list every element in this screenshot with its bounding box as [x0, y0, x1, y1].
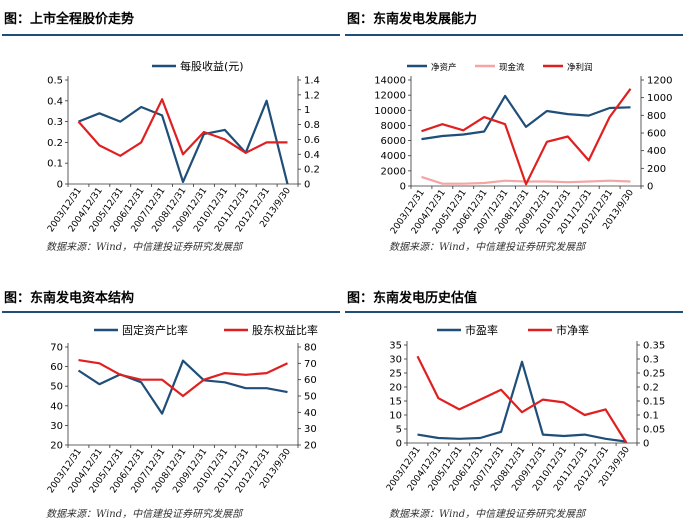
legend-label: 净利润: [567, 62, 593, 73]
left-tick-label: 20: [389, 383, 402, 394]
left-tick-label: 40: [50, 401, 63, 412]
left-tick-label: 15: [389, 397, 402, 408]
right-tick-label: 50: [304, 392, 317, 403]
right-tick-label: 1: [304, 105, 310, 116]
right-tick-label: 0.05: [643, 425, 665, 436]
right-tick-label: 0: [647, 182, 653, 193]
series-line: [77, 359, 288, 415]
right-tick-label: 0.8: [304, 120, 320, 131]
left-tick-label: 8000: [381, 121, 406, 132]
right-tick-label: 400: [647, 146, 666, 157]
chart-title: 图：上市全程股价走势: [4, 12, 135, 27]
right-tick-label: 1.4: [304, 76, 320, 87]
legend-label: 净资产: [431, 62, 457, 73]
right-tick-label: 0.1: [643, 411, 659, 422]
left-tick-label: 0.5: [47, 76, 63, 87]
chart-capital-structure: 203040506070203040506070802003/12/312004…: [46, 323, 318, 495]
title-rule: [2, 34, 340, 36]
right-tick-label: 0.4: [304, 150, 320, 161]
left-tick-label: 30: [389, 355, 402, 366]
right-tick-label: 30: [304, 424, 317, 435]
right-tick-label: 0.35: [643, 341, 665, 352]
right-tick-label: 0.15: [643, 397, 665, 408]
right-tick-label: 60: [304, 375, 317, 386]
source-note: 数据来源：Wind，中信建投证券研究发展部: [389, 509, 586, 520]
source-note: 数据来源：Wind，中信建投证券研究发展部: [46, 242, 243, 253]
panel-development: 图：东南发电发展能力 0 2000 4000 6000 8000 10000 12000 14…: [343, 0, 685, 262]
panel-valuation: 图：东南发电历史估值 0 5 10 15 20 25 30 35 0 0.05 0.1 0.15 0.2…: [343, 263, 685, 525]
source-note: 数据来源：Wind，中信建投证券研究发展部: [389, 242, 586, 253]
left-tick-label: 0.2: [47, 138, 63, 149]
left-tick-label: 10: [389, 411, 402, 422]
left-tick-label: 70: [50, 343, 63, 354]
right-tick-label: 600: [647, 129, 666, 140]
panel-capital-structure: 图：东南发电资本结构 20 30 40 50 60 70 20 30 40 50 60 70 80 200…: [0, 263, 342, 525]
left-tick-label: 0: [400, 182, 406, 193]
series-line: [416, 355, 628, 444]
right-tick-label: 0.25: [643, 369, 665, 380]
legend-label: 市净率: [556, 323, 589, 337]
left-tick-label: 60: [50, 362, 63, 373]
left-tick-label: 14000: [374, 76, 406, 87]
left-tick-label: 0.1: [47, 159, 63, 170]
chart-title: 图：东南发电资本结构: [4, 291, 135, 306]
right-tick-label: 0: [304, 180, 310, 191]
left-tick-label: 35: [389, 341, 402, 352]
legend-label: 现金流: [499, 62, 525, 73]
left-tick-label: 5: [396, 425, 402, 436]
left-tick-label: 20: [50, 441, 63, 452]
chart-title: 图：东南发电历史估值: [347, 291, 478, 306]
panel-eps-price: 图：上市全程股价走势 0 0.1 0.2 0.3 0.4 0.5 0 0.2 0.4 0.6 0.8…: [0, 0, 342, 262]
title-rule: [345, 34, 683, 36]
legend-label: 市盈率: [465, 323, 498, 337]
right-tick-label: 80: [304, 343, 317, 354]
left-tick-label: 0: [396, 439, 402, 450]
legend-label: 每股收益(元): [180, 59, 244, 73]
left-tick-label: 4000: [381, 151, 406, 162]
legend-label: 固定资产比率: [122, 323, 188, 337]
right-tick-label: 0.2: [643, 383, 659, 394]
title-rule: [345, 311, 683, 313]
chart-valuation: 0 5 10 15 20 25 30 35 0 0.05 0.1 0.15 0.2 0.25 0.3 0.35…: [385, 323, 665, 493]
series-line: [417, 360, 627, 443]
right-tick-label: 0.6: [304, 135, 320, 146]
series-line: [421, 94, 631, 141]
left-tick-label: 50: [50, 382, 63, 393]
left-tick-label: 0: [57, 180, 63, 191]
left-tick-label: 10000: [374, 106, 406, 117]
right-tick-label: 1200: [647, 76, 672, 87]
source-note: 数据来源：Wind，中信建投证券研究发展部: [46, 509, 243, 520]
series-line: [78, 359, 288, 398]
chart-title: 图：东南发电发展能力: [347, 12, 478, 27]
right-tick-label: 0: [643, 439, 649, 450]
left-tick-label: 0.3: [47, 117, 63, 128]
left-tick-label: 0.4: [47, 96, 63, 107]
right-tick-label: 70: [304, 359, 317, 370]
series-line: [78, 99, 289, 185]
right-tick-label: 0.2: [304, 165, 320, 176]
right-tick-label: 1.2: [304, 90, 320, 101]
right-tick-label: 20: [304, 441, 317, 452]
left-tick-label: 12000: [374, 91, 406, 102]
left-tick-label: 6000: [381, 136, 406, 147]
chart-eps-price: 00.10.20.30.40.500.20.40.60.811.21.42003…: [46, 59, 320, 234]
left-tick-label: 2000: [381, 166, 406, 177]
chart-development: 0 2000 4000 6000 8000 10000 12000 14000 0 200 400 6…: [374, 62, 672, 236]
series-line: [421, 88, 632, 186]
left-tick-label: 30: [50, 421, 63, 432]
right-tick-label: 0.3: [643, 355, 659, 366]
right-tick-label: 800: [647, 111, 666, 122]
legend-label: 股东权益比率: [252, 323, 318, 337]
right-tick-label: 1000: [647, 93, 672, 104]
right-tick-label: 40: [304, 408, 317, 419]
series-line: [77, 98, 288, 157]
title-rule: [2, 311, 340, 313]
left-tick-label: 25: [389, 369, 402, 380]
right-tick-label: 200: [647, 164, 666, 175]
